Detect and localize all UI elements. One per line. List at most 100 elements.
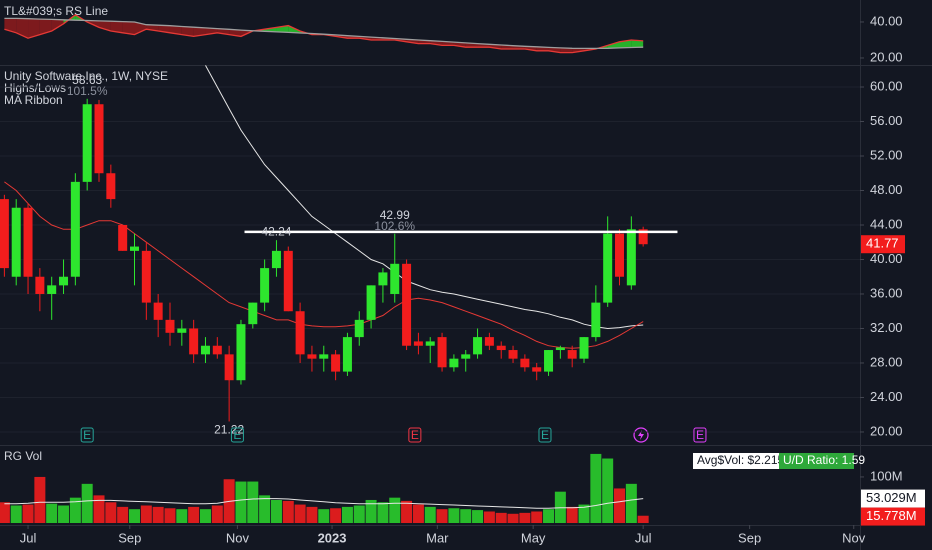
rs-fill [169,25,182,35]
low-label: 21.22 [214,423,244,437]
candle-body [70,181,80,277]
volume-bar [353,505,365,523]
candle-body [260,268,270,303]
event-label: E [233,428,241,442]
earnings-event[interactable]: E [230,427,244,443]
volume-bar [0,502,10,523]
candle-body [47,285,57,294]
volume-bar [330,508,342,523]
y-tick-label: 20.00 [870,49,903,64]
y-tick-label: 24.00 [870,389,903,404]
ud-ratio-label: U/D Ratio: 1.59 [783,453,865,467]
volume-bar [46,503,58,523]
rs-fill [28,18,40,39]
candle-body [461,354,471,359]
last-price-label: 41.77 [866,236,899,251]
candle-body [437,337,447,368]
rs-fill [548,47,561,53]
rs-fill [181,26,194,37]
rs-fill [193,27,206,37]
volume-bar [10,505,22,523]
x-tick-label: Nov [842,530,866,545]
candle-body [177,328,187,333]
candle-body [402,263,412,346]
volume-bar [377,502,389,523]
candle-body [0,199,9,269]
y-tick-label: 32.00 [870,320,903,335]
volume-bar [365,499,377,523]
candle-body [615,233,625,277]
y-tick-label: 56.00 [870,113,903,128]
volume-last-box [861,507,925,526]
rs-fill [99,20,111,31]
candle-body [319,354,329,359]
volume-title: RG Vol [4,449,42,463]
volume-bar [117,506,129,523]
volume-bar [519,512,531,523]
last-price-box [861,235,905,254]
volume-bar [507,513,519,523]
candle-body [390,263,400,294]
candle-body [342,337,352,372]
candle-body [579,337,589,359]
event-label: E [411,428,419,442]
y-tick-label: 100M [870,468,903,483]
volume-bar [176,509,188,523]
moving-average [205,65,644,330]
x-tick-label: 2023 [318,530,347,545]
candle-body [11,207,21,277]
volume-bar [235,481,247,523]
volume-bar [81,483,93,523]
volume-ma-box [861,489,925,508]
volume-bar [199,509,211,523]
earnings-event[interactable]: E [408,427,422,443]
event-badge [693,427,707,443]
rs-fill [524,46,537,51]
y-tick-label: 20.00 [870,423,903,438]
volume-bar [211,505,223,523]
candle-body [307,354,317,359]
volume-bar [389,497,401,523]
volume-bar [259,495,271,523]
x-tick-label: Sep [118,530,141,545]
volume-bar [472,510,484,523]
avg-vol-label: Avg$Vol: $2.215B [697,453,792,467]
earnings-event[interactable]: E [80,427,94,443]
event-badge [408,427,422,443]
y-tick-label: 48.00 [870,182,903,197]
earnings-event[interactable]: E [538,427,552,443]
volume-bar [483,511,495,523]
volume-bar [105,502,117,523]
candle-body [354,319,364,338]
candle-body [591,302,601,338]
candle-body [106,173,116,200]
rs-fill [453,42,466,48]
volume-bar [270,499,282,523]
candle-body [638,229,648,245]
volume-bar [93,495,105,523]
y-tick-label: 36.00 [870,285,903,300]
high-label: 42.99 [380,208,410,222]
x-tick-label: Jul [635,530,652,545]
ud-ratio-box [779,453,854,469]
avg-vol-box [693,453,779,469]
candle-body [130,246,140,251]
volume-bar [282,500,294,523]
volume-bar [140,505,152,523]
volume-bar [164,508,176,523]
earnings-event[interactable]: E [693,427,707,443]
rs-fill [39,19,52,35]
volume-bar [247,481,259,523]
candle-body [449,358,459,368]
volume-bar [34,476,46,523]
x-tick-label: Sep [738,530,761,545]
event-flash[interactable] [633,427,649,443]
event-badge [538,427,552,443]
event-label: E [541,428,549,442]
dividend-icon[interactable] [633,427,649,443]
high-label: 58.63 [72,73,102,87]
volume-ma [4,498,644,509]
high-percent: 102.6% [374,219,415,233]
rs-fill [122,21,135,35]
